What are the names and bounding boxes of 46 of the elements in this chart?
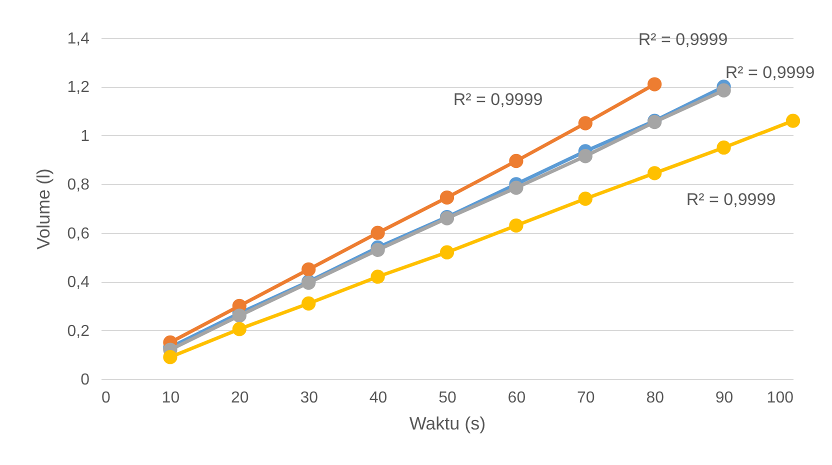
- point: [370, 226, 385, 240]
- point: [786, 114, 800, 128]
- x-tick-label: 90: [715, 390, 734, 406]
- x-axis-title: Waktu (s): [409, 414, 486, 434]
- annotation: R² = 0,9999: [725, 63, 815, 82]
- point: [648, 166, 662, 180]
- point: [370, 242, 385, 257]
- point: [370, 270, 385, 284]
- point: [302, 296, 316, 311]
- y-tick-label: 0,2: [67, 322, 90, 340]
- point: [302, 262, 316, 276]
- x-tick-label: 80: [646, 390, 664, 406]
- x-tick-label: 0: [102, 390, 110, 406]
- point: [509, 180, 524, 195]
- point: [578, 149, 592, 164]
- annotation: R² = 0,9999: [686, 190, 776, 209]
- point: [232, 308, 246, 323]
- point: [232, 322, 246, 336]
- y-axis-title: Volume (l): [33, 168, 54, 250]
- x-tick-label: 30: [300, 390, 318, 406]
- point: [509, 154, 524, 168]
- y-tick-label: 0: [80, 372, 90, 388]
- y-tick-label: 1,2: [67, 79, 90, 96]
- point: [440, 190, 454, 205]
- annotation: R² = 0,9999: [453, 90, 543, 109]
- point: [578, 192, 592, 206]
- y-tick-label: 1: [80, 128, 90, 145]
- x-tick-label: 10: [162, 390, 180, 406]
- y-tick-label: 0,6: [67, 225, 90, 242]
- point: [716, 83, 731, 98]
- point: [509, 218, 524, 233]
- x-tick-label: 50: [438, 390, 456, 406]
- y-tick-label: 0,4: [67, 274, 90, 292]
- point: [716, 140, 731, 155]
- point: [440, 245, 454, 260]
- y-tick-label: 1,4: [67, 30, 90, 48]
- annotation: R² = 0,9999: [638, 30, 728, 49]
- x-tick-label: 100: [766, 390, 794, 406]
- x-tick-label: 70: [577, 390, 595, 406]
- x-tick-label: 60: [508, 390, 526, 406]
- point: [163, 350, 178, 364]
- x-tick-label: 20: [231, 390, 249, 406]
- x-tick-label: 40: [369, 390, 388, 406]
- point: [578, 116, 592, 130]
- y-tick-label: 0,8: [67, 176, 90, 194]
- point: [648, 77, 662, 92]
